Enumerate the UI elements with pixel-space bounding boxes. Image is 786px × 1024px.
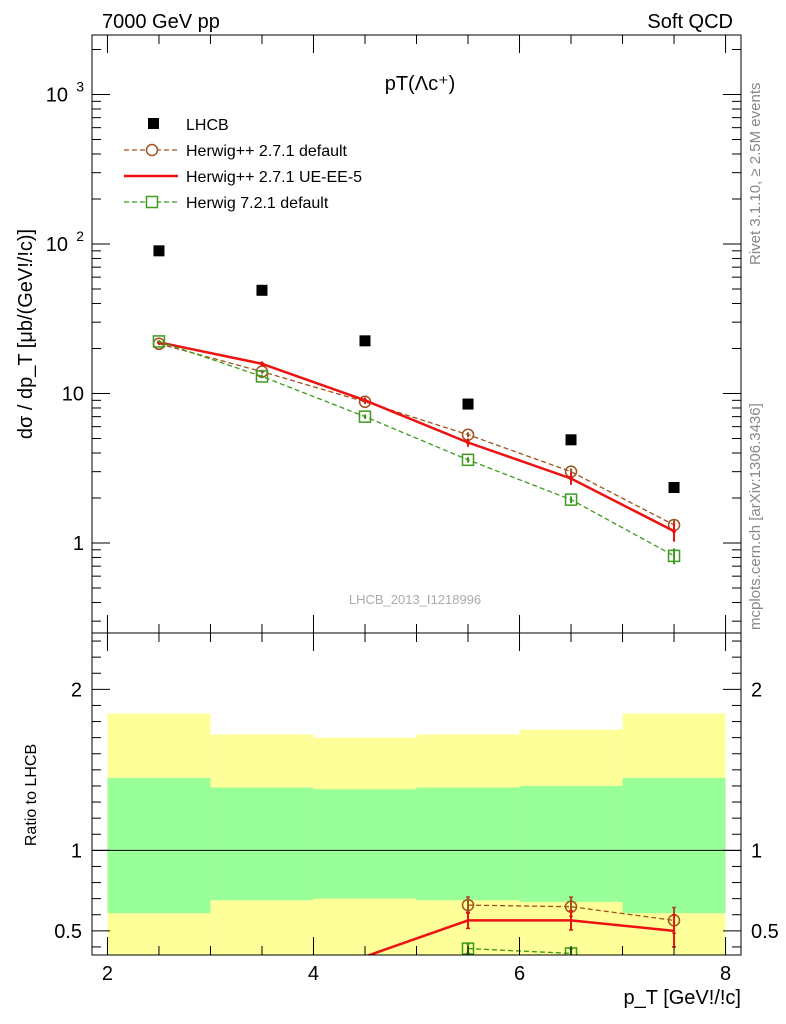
header-right: Soft QCD bbox=[647, 11, 733, 33]
series-line-3 bbox=[158, 340, 675, 557]
legend-label: Herwig 7.2.1 default bbox=[186, 195, 329, 212]
lhcb-data-point bbox=[668, 482, 680, 494]
ratio-y-tick-label: 1 bbox=[71, 840, 82, 862]
x-tick-label: 2 bbox=[102, 963, 113, 985]
rivet-label: Rivet 3.1.10, ≥ 2.5M events bbox=[747, 83, 764, 266]
green-band bbox=[622, 777, 726, 914]
ratio-y-tick-label-right: 0.5 bbox=[751, 921, 779, 943]
ratio-y-tick-label: 0.5 bbox=[54, 921, 82, 943]
legend-label: LHCB bbox=[186, 117, 229, 134]
legend: LHCB Herwig++ 2.7.1 default Herwig++ 2.7.1… bbox=[124, 117, 362, 212]
ratio-panel: 0.5 0.5 1 1 2 2 2 4 6 8 Ratio to LHCB bbox=[23, 632, 779, 985]
lhcb-data-point bbox=[256, 284, 268, 296]
y-tick-label: 1 bbox=[73, 533, 84, 555]
main-y-axis-label: dσ / dp_T [μb/(GeV!/!c)] bbox=[15, 229, 37, 439]
header-left: 7000 GeV pp bbox=[102, 11, 220, 33]
lhcb-data-point bbox=[565, 434, 577, 446]
green-band bbox=[107, 777, 211, 914]
marker-square bbox=[255, 370, 269, 383]
ratio-y-tick-label: 2 bbox=[71, 679, 82, 701]
y-tick-label: 10 bbox=[62, 383, 84, 405]
marker-square bbox=[358, 410, 372, 423]
series-line-1 bbox=[158, 343, 675, 526]
lhcb-data-point bbox=[462, 398, 474, 410]
legend-marker-circle bbox=[145, 143, 159, 157]
marker-dot bbox=[466, 440, 471, 445]
y-tick-label: 10 bbox=[46, 84, 68, 106]
ratio-line-1 bbox=[365, 919, 675, 955]
mcplots-label: mcplots.cern.ch [arXiv:1306.3436] bbox=[747, 403, 764, 630]
green-band bbox=[519, 785, 623, 902]
main-panel: 1 10 10 2 10 3 pT(Λc⁺) LHCB_2013_I1218996 dσ … bbox=[15, 34, 742, 634]
marker-dot bbox=[362, 398, 367, 403]
ratio-y-tick-label-right: 1 bbox=[751, 840, 762, 862]
marker-dot bbox=[569, 476, 574, 481]
y-tick-label: 10 bbox=[46, 234, 68, 256]
ratio-line-0 bbox=[467, 904, 675, 922]
green-band bbox=[313, 789, 417, 899]
marker-dot bbox=[672, 529, 677, 534]
lhcb-data-point bbox=[153, 245, 165, 257]
y-tick-label-exp: 2 bbox=[76, 228, 84, 244]
legend-label: Herwig++ 2.7.1 default bbox=[186, 143, 348, 160]
ratio-marker-circle bbox=[461, 898, 475, 912]
analysis-label: LHCB_2013_I1218996 bbox=[349, 592, 481, 607]
x-axis-label: p_T [GeV!/!c] bbox=[624, 987, 741, 1009]
marker-dot bbox=[259, 361, 264, 366]
marker-square bbox=[461, 453, 475, 467]
green-band bbox=[416, 787, 520, 901]
lhcb-data-point bbox=[359, 335, 371, 347]
y-tick-label-exp: 3 bbox=[76, 78, 84, 94]
ratio-series bbox=[365, 896, 681, 955]
x-tick-label: 6 bbox=[514, 963, 525, 985]
x-tick-label: 4 bbox=[308, 963, 319, 985]
marker-square bbox=[152, 335, 166, 348]
legend-marker-lhcb bbox=[148, 118, 159, 129]
legend-marker-square bbox=[145, 195, 159, 209]
green-band bbox=[210, 787, 314, 901]
marker-square bbox=[667, 549, 681, 563]
ratio-y-axis-label: Ratio to LHCB bbox=[23, 744, 40, 846]
main-title: pT(Λc⁺) bbox=[385, 73, 456, 95]
ratio-y-tick-label-right: 2 bbox=[751, 679, 762, 701]
marker-square bbox=[564, 493, 578, 506]
x-tick-label: 8 bbox=[720, 963, 731, 985]
legend-label: Herwig++ 2.7.1 UE-EE-5 bbox=[186, 169, 362, 186]
series-line-2 bbox=[158, 341, 675, 533]
